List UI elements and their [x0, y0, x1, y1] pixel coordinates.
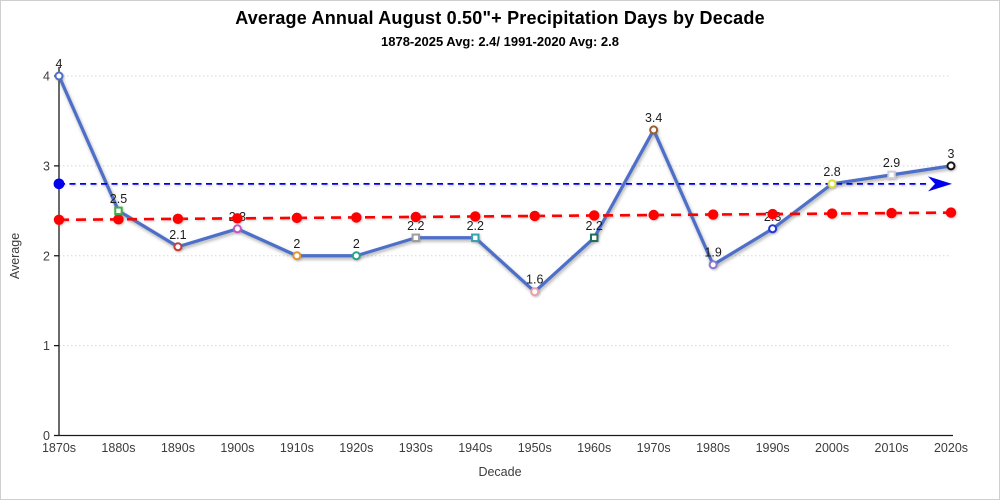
trend-point — [351, 212, 362, 223]
data-point-label: 4 — [56, 57, 63, 71]
x-tick-label: 1950s — [518, 441, 552, 455]
series-line — [57, 74, 953, 294]
chart-subtitle: 1878-2025 Avg: 2.4/ 1991-2020 Avg: 2.8 — [381, 34, 619, 49]
y-tick-label: 4 — [43, 70, 50, 84]
data-point-label: 2.1 — [169, 228, 186, 242]
trend-point — [53, 214, 65, 225]
x-tick-label: 1930s — [399, 441, 433, 455]
x-tick-label: 2010s — [875, 441, 909, 455]
data-point-label: 3.4 — [645, 111, 662, 125]
x-tick-label: 2020s — [934, 441, 968, 455]
x-tick-label: 2000s — [815, 441, 849, 455]
trend-line — [58, 211, 952, 222]
x-tick-label: 1900s — [220, 441, 254, 455]
data-point-marker — [768, 224, 778, 234]
data-point-marker — [827, 179, 837, 189]
chart-title: Average Annual August 0.50"+ Precipitati… — [235, 8, 765, 28]
x-tick-label: 1990s — [756, 441, 790, 455]
trend-point — [945, 207, 957, 218]
x-tick-label: 1940s — [458, 441, 492, 455]
data-point-label: 2.2 — [467, 219, 484, 233]
data-point-marker — [590, 233, 599, 242]
trend-point — [589, 210, 600, 221]
data-point-marker — [887, 170, 896, 180]
trend-point — [113, 214, 124, 225]
data-point-marker — [351, 251, 361, 261]
x-tick-label: 1880s — [101, 441, 135, 455]
trend-point — [232, 213, 243, 224]
reference-start-dot — [53, 178, 65, 190]
data-point-marker — [232, 224, 242, 234]
x-tick-label: 1980s — [696, 441, 730, 455]
x-tick-label: 1910s — [280, 441, 314, 455]
data-point-marker — [471, 233, 480, 242]
trend-point — [291, 212, 303, 224]
x-tick-label: 1960s — [577, 441, 611, 455]
x-tick-label: 1970s — [637, 441, 671, 455]
trend-point — [767, 208, 778, 220]
data-point-label: 2.5 — [110, 192, 127, 206]
trend-point — [707, 209, 719, 220]
data-point-label: 1.9 — [704, 246, 721, 260]
trend-point — [470, 211, 481, 222]
trend-point — [648, 209, 659, 221]
x-tick-label: 1870s — [42, 441, 76, 455]
data-point-marker — [530, 287, 540, 297]
data-point-marker — [292, 251, 302, 261]
data-point-label: 2.9 — [883, 156, 900, 170]
trend-point — [886, 207, 897, 219]
data-point-label: 1.6 — [526, 273, 543, 287]
data-point-label: 2.8 — [823, 165, 840, 179]
x-tick-label: 1920s — [339, 441, 373, 455]
data-point-label: 3 — [948, 147, 955, 161]
y-tick-label: 1 — [43, 339, 50, 353]
y-tick-label: 3 — [43, 159, 50, 173]
reference-arrow-icon — [928, 176, 952, 192]
data-point-label: 2 — [353, 237, 360, 251]
trend-point — [826, 208, 838, 219]
data-point-marker — [114, 206, 123, 216]
y-tick-label: 2 — [43, 249, 50, 263]
data-point-marker — [54, 71, 64, 81]
x-tick-label: 1890s — [161, 441, 195, 455]
trend-point — [410, 211, 421, 223]
data-point-marker — [173, 242, 183, 252]
trend-point — [172, 213, 184, 225]
y-tick-label: 0 — [43, 429, 50, 443]
x-axis-title: Decade — [478, 465, 522, 479]
trend-point — [529, 210, 540, 222]
data-point-marker — [411, 233, 421, 242]
data-point-marker — [649, 125, 659, 135]
data-point-label: 2 — [293, 237, 300, 251]
data-point-marker — [946, 161, 956, 171]
data-point-marker — [708, 260, 718, 270]
data-point-label: 2.2 — [407, 219, 424, 233]
data-point-label: 2.2 — [586, 219, 603, 233]
